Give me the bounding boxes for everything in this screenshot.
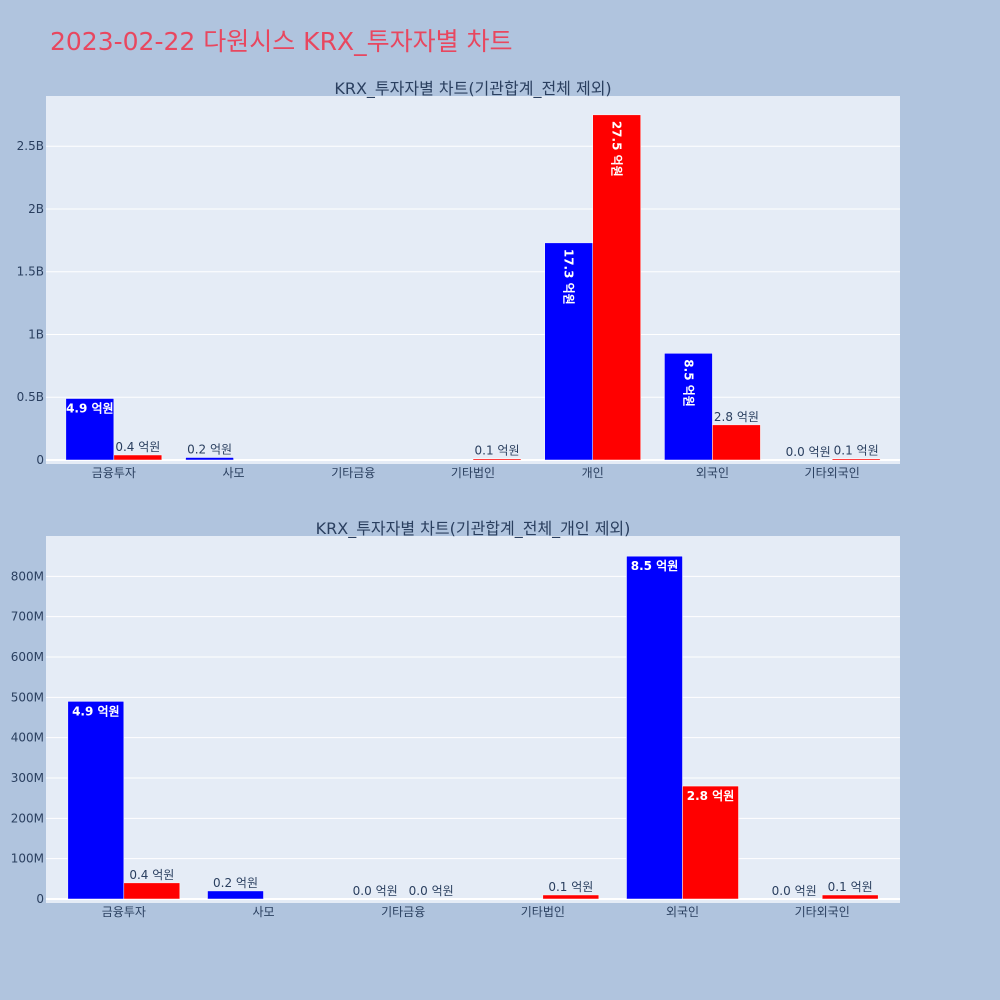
y-tick-label: 100M: [11, 852, 44, 866]
bar: [542, 894, 600, 900]
y-tick-label: 1B: [28, 327, 44, 341]
y-tick-label: 700M: [11, 610, 44, 624]
y-tick-label: 2.5B: [17, 139, 44, 153]
x-tick-label: 외국인: [666, 905, 699, 919]
data-label: 0.1 억원: [548, 880, 593, 894]
bar: [207, 890, 264, 900]
chart-1: 0 0.5B 1B 1.5B 2B 2.5B KRX_투자자별 차트(기관합계_전체 제외)…: [17, 79, 900, 480]
x-tick-label: 기타외국인: [795, 905, 850, 919]
x-tick-label: 기타법인: [521, 905, 565, 919]
plot-area: [46, 96, 900, 464]
data-label: 0.0 억원: [353, 884, 398, 898]
bar: [185, 457, 234, 461]
data-label: 2.8 억원: [714, 410, 759, 424]
data-label: 0.0 억원: [772, 884, 817, 898]
bar: [664, 353, 713, 461]
bar: [123, 882, 181, 900]
data-label: 2.8 억원: [687, 789, 735, 803]
chart-title: KRX_투자자별 차트(기관합계_전체_개인 제외): [316, 519, 631, 539]
y-tick-label: 300M: [11, 771, 44, 785]
y-tick-label: 0.5B: [17, 390, 44, 404]
bar: [67, 701, 125, 900]
chart-title: KRX_투자자별 차트(기관합계_전체 제외): [334, 79, 611, 99]
bar: [472, 458, 522, 461]
x-tick-label: 사모: [252, 905, 274, 919]
x-tick-label: 기타금융: [331, 466, 375, 480]
y-tick-label: 800M: [11, 569, 44, 583]
bar: [821, 894, 879, 900]
y-tick-label: 0: [36, 453, 44, 467]
bar: [592, 114, 641, 461]
x-tick-label: 기타법인: [451, 466, 495, 480]
y-tick-label: 1.5B: [17, 265, 44, 279]
data-label: 0.0 억원: [786, 445, 831, 459]
data-label: 0.4 억원: [129, 868, 174, 882]
y-tick-label: 2B: [28, 202, 44, 216]
data-label: 4.9 억원: [72, 704, 120, 718]
bar: [544, 242, 593, 461]
bar: [626, 555, 683, 900]
x-tick-label: 외국인: [696, 466, 729, 480]
bar: [831, 458, 881, 461]
data-label: 27.5 억원: [610, 121, 624, 177]
data-label: 0.4 억원: [115, 440, 160, 454]
bar: [682, 785, 739, 900]
data-label: 0.0 억원: [409, 884, 454, 898]
x-tick-label: 금융투자: [92, 466, 136, 480]
data-label: 8.5 억원: [681, 359, 695, 407]
bar: [712, 424, 761, 461]
y-tick-label: 200M: [11, 811, 44, 825]
x-tick-label: 금융투자: [102, 905, 146, 919]
bar: [113, 454, 163, 461]
data-label: 0.1 억원: [475, 444, 520, 458]
page-title: 2023-02-22 다원시스 KRX_투자자별 차트: [50, 27, 513, 56]
y-tick-label: 0: [36, 892, 44, 906]
x-tick-label: 개인: [582, 466, 604, 480]
x-tick-label: 기타금융: [381, 905, 425, 919]
data-label: 8.5 억원: [631, 559, 679, 573]
x-tick-label: 사모: [223, 466, 245, 480]
data-label: 4.9 억원: [66, 401, 114, 415]
y-tick-label: 400M: [11, 731, 44, 745]
y-tick-label: 600M: [11, 650, 44, 664]
data-label: 0.2 억원: [213, 876, 258, 890]
data-label: 17.3 억원: [562, 249, 576, 305]
plot-area: [46, 536, 900, 903]
data-label: 0.2 억원: [187, 442, 232, 456]
x-tick-label: 기타외국인: [805, 466, 860, 480]
chart-2: 0 100M 200M 300M 400M 500M 600M 700M 800M KRX_투자자…: [11, 519, 900, 919]
bar: [65, 398, 115, 461]
data-label: 0.1 억원: [834, 444, 879, 458]
data-label: 0.1 억원: [828, 880, 873, 894]
y-tick-label: 500M: [11, 690, 44, 704]
